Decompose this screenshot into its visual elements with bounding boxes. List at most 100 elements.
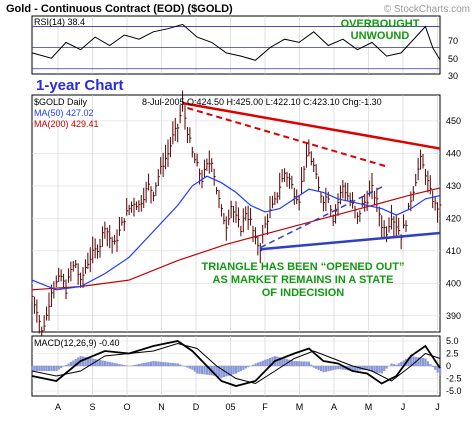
macd-histogram-bar (378, 366, 380, 373)
macd-histogram-bar (99, 360, 101, 366)
triangle-annotation-2: AS MARKET REMAINS IN A STATE (213, 274, 394, 286)
macd-histogram-bar (106, 362, 108, 367)
x-axis-label: A (55, 402, 61, 412)
macd-histogram-bar (116, 364, 118, 367)
macd-histogram-bar (398, 363, 400, 366)
ma50-label: MA(50) 427.02 (34, 108, 94, 118)
macd-histogram-bar (373, 366, 375, 372)
triangle-annotation-1: TRIANGLE HAS BEEN “OPENED OUT” (202, 261, 405, 273)
macd-histogram-bar (225, 366, 227, 376)
macd-histogram-bar (301, 361, 303, 366)
macd-histogram-bar (60, 366, 62, 368)
macd-histogram-bar (186, 366, 188, 368)
macd-histogram-bar (386, 366, 388, 369)
macd-histogram-bar (199, 366, 201, 374)
macd-histogram-bar (245, 366, 247, 369)
symbol-label: $GOLD Daily (34, 97, 88, 107)
ohlc-readout: 8-Jul-2005 O:424.50 H:425.00 L:422.10 C:… (142, 97, 382, 107)
macd-histogram-bar (434, 366, 436, 370)
macd-histogram-bar (252, 365, 254, 366)
macd-histogram-bar (33, 366, 35, 371)
macd-histogram-bar (155, 361, 157, 366)
macd-tick-label: -2.5 (446, 374, 462, 384)
macd-histogram-bar (305, 362, 307, 366)
macd-histogram-bar (330, 366, 332, 371)
macd-histogram-bar (140, 364, 142, 367)
macd-histogram-bar (313, 366, 315, 368)
macd-histogram-bar (332, 366, 334, 370)
macd-histogram-bar (165, 362, 167, 366)
price-tick-label: 420 (446, 213, 461, 223)
macd-histogram-bar (233, 366, 235, 374)
macd-histogram-bar (31, 366, 33, 371)
x-axis-label: F (262, 402, 268, 412)
macd-histogram-bar (179, 365, 181, 366)
macd-histogram-bar (101, 361, 103, 367)
macd-histogram-bar (230, 366, 232, 375)
macd-histogram-bar (400, 362, 402, 366)
macd-histogram-bar (123, 365, 125, 366)
macd-histogram-bar (196, 366, 198, 374)
macd-histogram-bar (235, 366, 237, 374)
macd-tick-label: 5.0 (446, 336, 459, 346)
x-axis-label: O (123, 402, 130, 412)
macd-histogram-bar (67, 364, 69, 367)
macd-histogram-bar (424, 359, 426, 367)
macd-histogram-bar (194, 366, 196, 372)
macd-histogram-bar (58, 366, 60, 370)
macd-histogram-bar (308, 362, 310, 366)
macd-axis-ticks: 5.02.50-2.5-5.0 (446, 336, 462, 396)
macd-histogram-bar (383, 366, 385, 371)
macd-histogram-bar (201, 366, 203, 374)
macd-tick-label: 0 (446, 361, 451, 371)
macd-histogram-bar (172, 363, 174, 366)
x-axis-label: J (435, 402, 440, 412)
macd-histogram-bar (36, 366, 38, 371)
macd-histogram-bar (293, 361, 295, 366)
macd-histogram-bar (143, 363, 145, 366)
macd-histogram-bar (240, 366, 242, 371)
rsi-tick-50: 50 (448, 54, 458, 64)
macd-histogram-bar (191, 366, 193, 370)
macd-histogram-bar (315, 366, 317, 369)
macd-histogram-bar (162, 362, 164, 366)
macd-histogram-bar (303, 361, 305, 366)
macd-histogram-bar (390, 364, 392, 367)
macd-histogram-bar (257, 363, 259, 366)
copyright: © StockCharts.com (384, 4, 470, 15)
x-axis-label: J (401, 402, 406, 412)
macd-histogram-bar (298, 361, 300, 366)
x-axis-label: 05 (225, 402, 235, 412)
macd-histogram-bar (220, 366, 222, 378)
macd-histogram-bar (167, 363, 169, 367)
macd-histogram-bar (114, 363, 116, 366)
macd-histogram-bar (339, 366, 341, 369)
macd-histogram-bar (43, 366, 45, 371)
macd-histogram-bar (393, 364, 395, 366)
macd-histogram-bar (291, 360, 293, 366)
macd-histogram-bar (254, 364, 256, 367)
macd-tick-label: 2.5 (446, 349, 459, 359)
macd-histogram-bar (104, 361, 106, 366)
rsi-label: RSI(14) 38.4 (34, 17, 85, 27)
macd-histogram-bar (320, 366, 322, 371)
price-tick-label: 390 (446, 311, 461, 321)
macd-histogram-bar (157, 362, 159, 367)
macd-histogram-bar (53, 366, 55, 371)
macd-histogram-bar (48, 366, 50, 371)
x-axis-label: S (89, 402, 95, 412)
macd-histogram-bar (422, 358, 424, 366)
triangle-annotation-3: OF INDECISION (262, 287, 345, 299)
price-tick-label: 440 (446, 148, 461, 158)
macd-histogram-bar (70, 362, 72, 366)
macd-histogram-bar (41, 366, 43, 371)
macd-histogram-bar (150, 362, 152, 367)
macd-histogram-bar (111, 363, 113, 367)
macd-histogram-bar (145, 363, 147, 367)
macd-histogram-bar (318, 366, 320, 370)
macd-histogram-bar (38, 366, 40, 371)
macd-histogram-bar (152, 361, 154, 366)
